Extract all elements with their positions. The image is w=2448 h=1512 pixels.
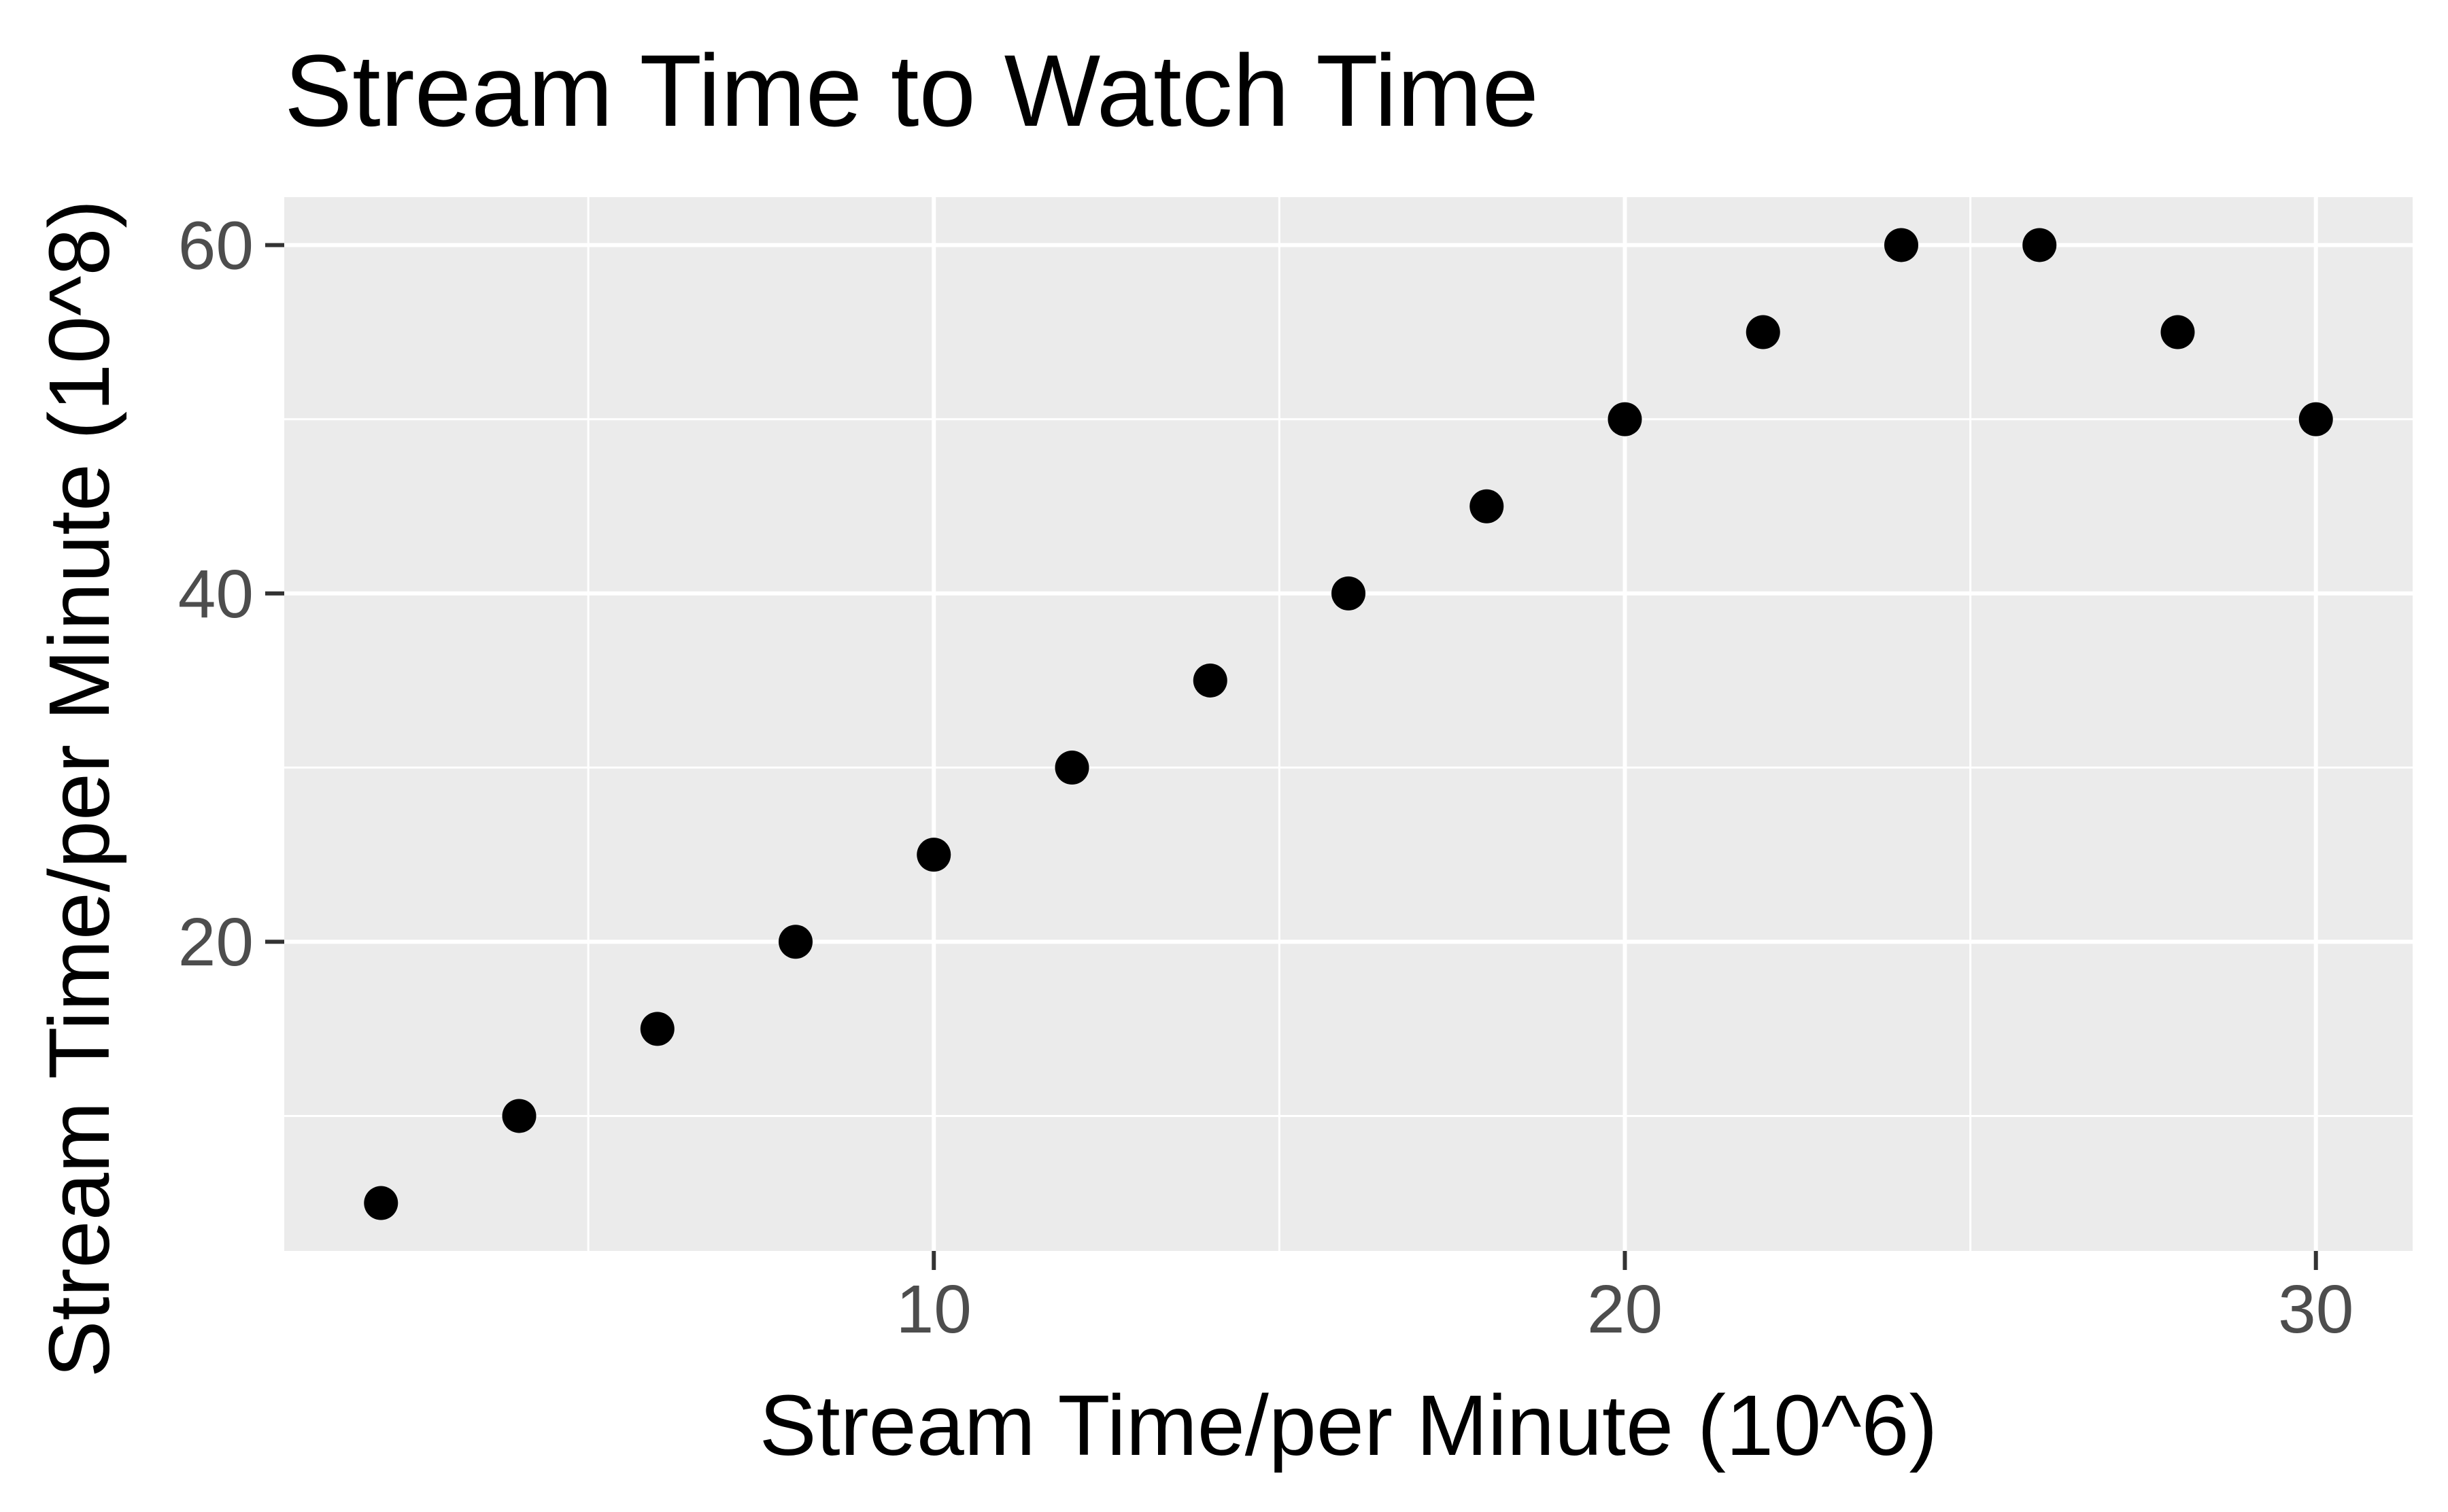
x-axis-title: Stream Time/per Minute (10^6) — [760, 1377, 1938, 1473]
x-axis: 10 20 30 — [896, 1251, 2353, 1347]
data-point — [1884, 228, 1918, 262]
data-points — [364, 228, 2333, 1220]
data-point — [917, 838, 951, 872]
data-point — [1469, 489, 1504, 523]
data-point — [2298, 402, 2333, 436]
data-point — [2022, 228, 2057, 262]
chart-title: Stream Time to Watch Time — [284, 33, 1539, 148]
major-gridlines — [284, 197, 2413, 1251]
y-axis-title: Stream Time/per Minute (10^8) — [31, 200, 127, 1378]
y-tick-label: 20 — [178, 904, 254, 980]
data-point — [1055, 751, 1089, 785]
plot-panel — [284, 197, 2413, 1251]
data-point — [1608, 402, 1642, 436]
data-point — [2160, 315, 2195, 349]
data-point — [1746, 315, 1780, 349]
data-point — [502, 1099, 537, 1133]
data-point — [1193, 663, 1227, 698]
y-tick-label: 60 — [178, 207, 254, 284]
data-point — [1331, 576, 1365, 611]
x-tick-label: 20 — [1587, 1271, 1663, 1347]
y-tick-label: 40 — [178, 556, 254, 632]
y-axis: 20 40 60 — [178, 207, 284, 980]
x-tick-label: 10 — [896, 1271, 972, 1347]
data-point — [640, 1012, 675, 1046]
minor-gridlines — [284, 197, 2413, 1251]
x-tick-label: 30 — [2278, 1271, 2353, 1347]
data-point — [779, 925, 813, 959]
data-point — [364, 1186, 398, 1220]
